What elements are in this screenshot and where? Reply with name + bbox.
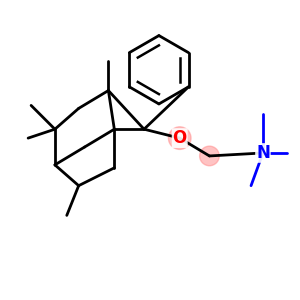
Text: N: N	[256, 144, 270, 162]
Circle shape	[200, 146, 219, 166]
Circle shape	[168, 127, 191, 149]
Text: O: O	[172, 129, 187, 147]
